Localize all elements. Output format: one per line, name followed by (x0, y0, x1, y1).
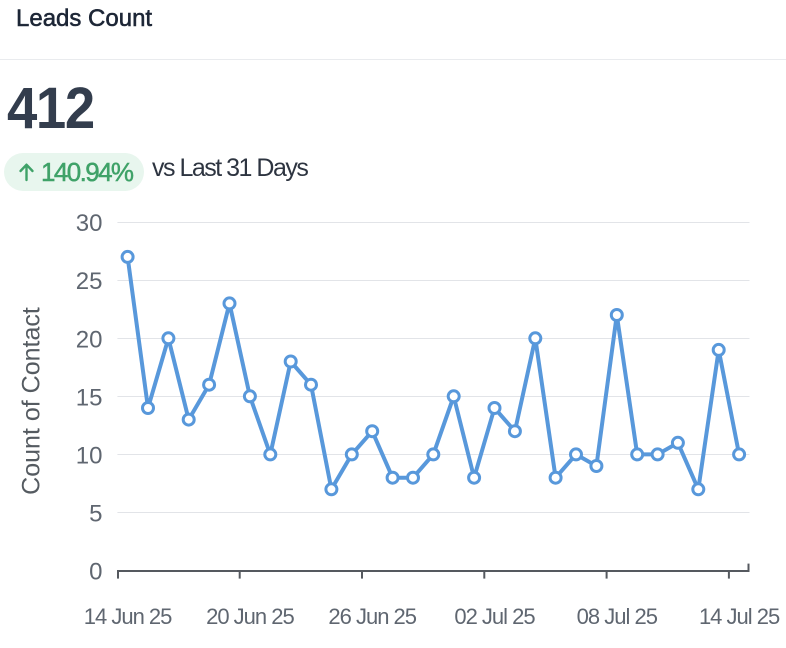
svg-text:20: 20 (76, 326, 103, 353)
svg-text:0: 0 (89, 559, 102, 586)
svg-text:15: 15 (76, 384, 103, 411)
svg-text:14 Jul 25: 14 Jul 25 (699, 604, 780, 629)
svg-text:08 Jul 25: 08 Jul 25 (577, 604, 658, 629)
svg-text:10: 10 (76, 442, 103, 469)
svg-text:14 Jun 25: 14 Jun 25 (84, 604, 172, 629)
svg-text:Count of Contact: Count of Contact (18, 307, 46, 495)
svg-text:02 Jul 25: 02 Jul 25 (454, 604, 535, 629)
svg-text:30: 30 (76, 210, 103, 237)
svg-text:26 Jun 25: 26 Jun 25 (328, 604, 416, 629)
svg-text:20 Jun 25: 20 Jun 25 (206, 604, 294, 629)
svg-text:25: 25 (76, 268, 103, 295)
svg-text:5: 5 (89, 501, 102, 528)
